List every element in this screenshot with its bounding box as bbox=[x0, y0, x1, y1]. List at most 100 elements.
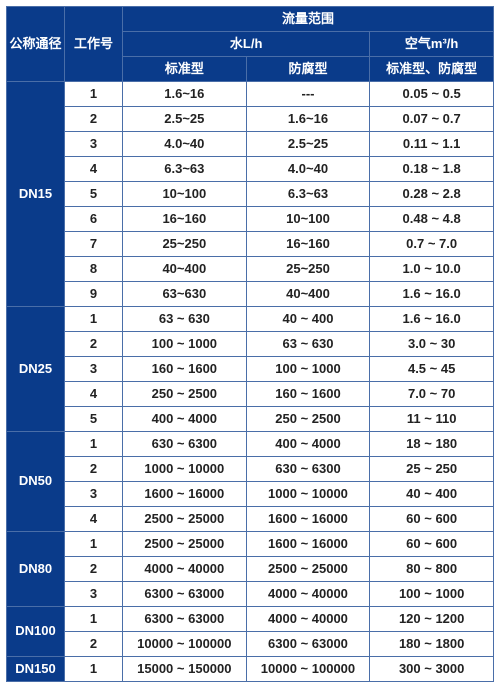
dn-cell: DN25 bbox=[7, 307, 65, 432]
work-number-cell: 5 bbox=[65, 407, 123, 432]
water-standard-cell: 2500 ~ 25000 bbox=[123, 532, 247, 557]
work-number-cell: 3 bbox=[65, 357, 123, 382]
water-anticorrosion-cell: 4000 ~ 40000 bbox=[246, 607, 370, 632]
water-anticorrosion-cell: 16~160 bbox=[246, 232, 370, 257]
water-standard-cell: 400 ~ 4000 bbox=[123, 407, 247, 432]
work-number-cell: 2 bbox=[65, 107, 123, 132]
air-cell: 60 ~ 600 bbox=[370, 532, 494, 557]
table-row: 5400 ~ 4000250 ~ 250011 ~ 110 bbox=[7, 407, 494, 432]
water-standard-cell: 1000 ~ 10000 bbox=[123, 457, 247, 482]
water-standard-cell: 160 ~ 1600 bbox=[123, 357, 247, 382]
table-row: 22.5~251.6~160.07 ~ 0.7 bbox=[7, 107, 494, 132]
air-cell: 40 ~ 400 bbox=[370, 482, 494, 507]
header-std-and-anticorr: 标准型、防腐型 bbox=[370, 57, 494, 82]
water-anticorrosion-cell: 40 ~ 400 bbox=[246, 307, 370, 332]
work-number-cell: 9 bbox=[65, 282, 123, 307]
water-anticorrosion-cell: 10~100 bbox=[246, 207, 370, 232]
water-anticorrosion-cell: 40~400 bbox=[246, 282, 370, 307]
table-row: 840~40025~2501.0 ~ 10.0 bbox=[7, 257, 494, 282]
work-number-cell: 3 bbox=[65, 132, 123, 157]
water-anticorrosion-cell: 6.3~63 bbox=[246, 182, 370, 207]
table-row: DN1511.6~16---0.05 ~ 0.5 bbox=[7, 82, 494, 107]
water-standard-cell: 250 ~ 2500 bbox=[123, 382, 247, 407]
work-number-cell: 5 bbox=[65, 182, 123, 207]
table-row: 725~25016~1600.7 ~ 7.0 bbox=[7, 232, 494, 257]
table-row: DN8012500 ~ 250001600 ~ 1600060 ~ 600 bbox=[7, 532, 494, 557]
work-number-cell: 7 bbox=[65, 232, 123, 257]
air-cell: 0.07 ~ 0.7 bbox=[370, 107, 494, 132]
table-row: 31600 ~ 160001000 ~ 1000040 ~ 400 bbox=[7, 482, 494, 507]
air-cell: 4.5 ~ 45 bbox=[370, 357, 494, 382]
air-cell: 0.48 ~ 4.8 bbox=[370, 207, 494, 232]
table-row: DN10016300 ~ 630004000 ~ 40000120 ~ 1200 bbox=[7, 607, 494, 632]
table-header: 公称通径 工作号 流量范围 水L/h 空气m³/h 标准型 防腐型 标准型、防腐… bbox=[7, 7, 494, 82]
work-number-cell: 8 bbox=[65, 257, 123, 282]
water-standard-cell: 6300 ~ 63000 bbox=[123, 582, 247, 607]
table-row: 34.0~402.5~250.11 ~ 1.1 bbox=[7, 132, 494, 157]
table-row: 36300 ~ 630004000 ~ 40000100 ~ 1000 bbox=[7, 582, 494, 607]
table-row: DN501630 ~ 6300400 ~ 400018 ~ 180 bbox=[7, 432, 494, 457]
work-number-cell: 1 bbox=[65, 532, 123, 557]
table-row: 210000 ~ 1000006300 ~ 63000180 ~ 1800 bbox=[7, 632, 494, 657]
dn-cell: DN80 bbox=[7, 532, 65, 607]
table-row: 42500 ~ 250001600 ~ 1600060 ~ 600 bbox=[7, 507, 494, 532]
water-standard-cell: 2.5~25 bbox=[123, 107, 247, 132]
water-anticorrosion-cell: 1600 ~ 16000 bbox=[246, 532, 370, 557]
water-anticorrosion-cell: 2500 ~ 25000 bbox=[246, 557, 370, 582]
water-anticorrosion-cell: 400 ~ 4000 bbox=[246, 432, 370, 457]
water-anticorrosion-cell: 25~250 bbox=[246, 257, 370, 282]
air-cell: 300 ~ 3000 bbox=[370, 657, 494, 682]
dn-cell: DN150 bbox=[7, 657, 65, 682]
table-row: 4250 ~ 2500160 ~ 16007.0 ~ 70 bbox=[7, 382, 494, 407]
air-cell: 0.18 ~ 1.8 bbox=[370, 157, 494, 182]
table-row: 2100 ~ 100063 ~ 6303.0 ~ 30 bbox=[7, 332, 494, 357]
work-number-cell: 1 bbox=[65, 82, 123, 107]
table-row: 510~1006.3~630.28 ~ 2.8 bbox=[7, 182, 494, 207]
table-body: DN1511.6~16---0.05 ~ 0.522.5~251.6~160.0… bbox=[7, 82, 494, 682]
air-cell: 100 ~ 1000 bbox=[370, 582, 494, 607]
water-standard-cell: 1.6~16 bbox=[123, 82, 247, 107]
air-cell: 0.7 ~ 7.0 bbox=[370, 232, 494, 257]
air-cell: 60 ~ 600 bbox=[370, 507, 494, 532]
work-number-cell: 4 bbox=[65, 507, 123, 532]
water-standard-cell: 25~250 bbox=[123, 232, 247, 257]
table-row: DN25163 ~ 63040 ~ 4001.6 ~ 16.0 bbox=[7, 307, 494, 332]
work-number-cell: 4 bbox=[65, 382, 123, 407]
water-anticorrosion-cell: 63 ~ 630 bbox=[246, 332, 370, 357]
air-cell: 1.6 ~ 16.0 bbox=[370, 282, 494, 307]
header-standard-type: 标准型 bbox=[123, 57, 247, 82]
water-anticorrosion-cell: 10000 ~ 100000 bbox=[246, 657, 370, 682]
table-row: 3160 ~ 1600100 ~ 10004.5 ~ 45 bbox=[7, 357, 494, 382]
work-number-cell: 2 bbox=[65, 457, 123, 482]
water-anticorrosion-cell: --- bbox=[246, 82, 370, 107]
air-cell: 80 ~ 800 bbox=[370, 557, 494, 582]
air-cell: 18 ~ 180 bbox=[370, 432, 494, 457]
water-standard-cell: 16~160 bbox=[123, 207, 247, 232]
water-standard-cell: 6.3~63 bbox=[123, 157, 247, 182]
air-cell: 0.28 ~ 2.8 bbox=[370, 182, 494, 207]
water-anticorrosion-cell: 4.0~40 bbox=[246, 157, 370, 182]
water-standard-cell: 40~400 bbox=[123, 257, 247, 282]
water-anticorrosion-cell: 1600 ~ 16000 bbox=[246, 507, 370, 532]
air-cell: 1.0 ~ 10.0 bbox=[370, 257, 494, 282]
water-standard-cell: 1600 ~ 16000 bbox=[123, 482, 247, 507]
header-anticorrosion-type: 防腐型 bbox=[246, 57, 370, 82]
air-cell: 180 ~ 1800 bbox=[370, 632, 494, 657]
flow-range-table: 公称通径 工作号 流量范围 水L/h 空气m³/h 标准型 防腐型 标准型、防腐… bbox=[6, 6, 494, 682]
dn-cell: DN50 bbox=[7, 432, 65, 532]
water-anticorrosion-cell: 1000 ~ 10000 bbox=[246, 482, 370, 507]
water-standard-cell: 63~630 bbox=[123, 282, 247, 307]
water-anticorrosion-cell: 250 ~ 2500 bbox=[246, 407, 370, 432]
dn-cell: DN100 bbox=[7, 607, 65, 657]
header-air: 空气m³/h bbox=[370, 32, 494, 57]
water-standard-cell: 630 ~ 6300 bbox=[123, 432, 247, 457]
water-anticorrosion-cell: 100 ~ 1000 bbox=[246, 357, 370, 382]
air-cell: 3.0 ~ 30 bbox=[370, 332, 494, 357]
water-standard-cell: 6300 ~ 63000 bbox=[123, 607, 247, 632]
work-number-cell: 1 bbox=[65, 657, 123, 682]
air-cell: 7.0 ~ 70 bbox=[370, 382, 494, 407]
work-number-cell: 1 bbox=[65, 307, 123, 332]
work-number-cell: 3 bbox=[65, 482, 123, 507]
table-row: 616~16010~1000.48 ~ 4.8 bbox=[7, 207, 494, 232]
water-standard-cell: 15000 ~ 150000 bbox=[123, 657, 247, 682]
